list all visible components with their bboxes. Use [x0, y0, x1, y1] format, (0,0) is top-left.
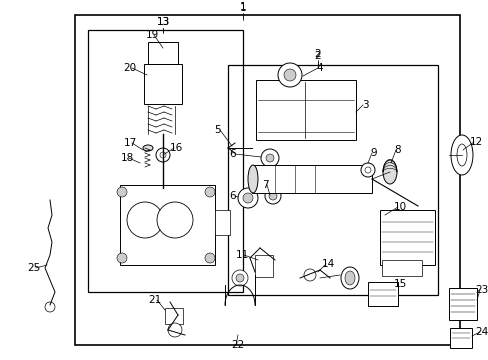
Text: 21: 21: [148, 295, 162, 305]
Circle shape: [157, 202, 193, 238]
Circle shape: [364, 167, 370, 173]
Text: 1: 1: [239, 2, 246, 12]
Bar: [88, 30, 243, 292]
Bar: [381, 260, 421, 276]
Ellipse shape: [345, 271, 354, 285]
Text: 11: 11: [235, 250, 248, 260]
Bar: [227, 65, 437, 295]
Circle shape: [284, 69, 295, 81]
Circle shape: [304, 269, 315, 281]
Text: 6: 6: [229, 149, 236, 159]
Text: 9: 9: [370, 148, 377, 158]
Text: 5: 5: [214, 125, 221, 135]
Ellipse shape: [456, 144, 466, 166]
Ellipse shape: [382, 160, 396, 184]
Text: 25: 25: [27, 263, 41, 273]
Circle shape: [231, 270, 247, 286]
Text: 19: 19: [145, 30, 158, 40]
Text: 24: 24: [474, 327, 488, 337]
Circle shape: [45, 302, 55, 312]
Circle shape: [160, 152, 165, 158]
Text: 8: 8: [394, 145, 401, 155]
Text: 3: 3: [361, 100, 367, 110]
Text: 12: 12: [468, 137, 482, 147]
Text: 20: 20: [123, 63, 136, 73]
Text: 13: 13: [156, 17, 169, 27]
Circle shape: [243, 193, 252, 203]
Bar: [164, 308, 183, 324]
Text: 17: 17: [123, 138, 136, 148]
Circle shape: [277, 63, 302, 87]
Text: 13: 13: [156, 17, 169, 27]
Text: 7: 7: [261, 180, 268, 190]
Bar: [449, 328, 471, 348]
Text: 15: 15: [392, 279, 406, 289]
Circle shape: [117, 187, 127, 197]
Circle shape: [265, 154, 273, 162]
Circle shape: [264, 188, 281, 204]
Bar: [143, 64, 182, 104]
Circle shape: [236, 274, 244, 282]
Text: 1: 1: [239, 3, 246, 13]
Text: 6: 6: [229, 191, 236, 201]
Bar: [75, 15, 459, 345]
Text: 4: 4: [316, 63, 323, 73]
Ellipse shape: [247, 165, 258, 193]
Text: 2: 2: [314, 51, 321, 61]
Text: 14: 14: [321, 259, 334, 269]
Bar: [256, 80, 355, 140]
Circle shape: [268, 192, 276, 200]
Text: 18: 18: [120, 153, 133, 163]
Circle shape: [204, 253, 215, 263]
Circle shape: [238, 188, 258, 208]
Circle shape: [156, 148, 170, 162]
Bar: [367, 282, 397, 306]
Text: 10: 10: [393, 202, 406, 212]
Bar: [215, 210, 229, 235]
Bar: [148, 42, 178, 64]
Bar: [251, 165, 371, 193]
Text: 2: 2: [314, 49, 321, 59]
Ellipse shape: [340, 267, 358, 289]
Bar: [379, 210, 434, 265]
Ellipse shape: [142, 145, 153, 151]
Circle shape: [117, 253, 127, 263]
Text: 23: 23: [474, 285, 488, 295]
Text: 16: 16: [169, 143, 182, 153]
Bar: [448, 288, 476, 320]
Ellipse shape: [450, 135, 472, 175]
Circle shape: [127, 202, 163, 238]
Circle shape: [360, 163, 374, 177]
Circle shape: [168, 323, 182, 337]
Bar: [254, 255, 272, 277]
Bar: [120, 185, 215, 265]
Circle shape: [261, 149, 279, 167]
Text: 22: 22: [231, 340, 244, 350]
Circle shape: [204, 187, 215, 197]
